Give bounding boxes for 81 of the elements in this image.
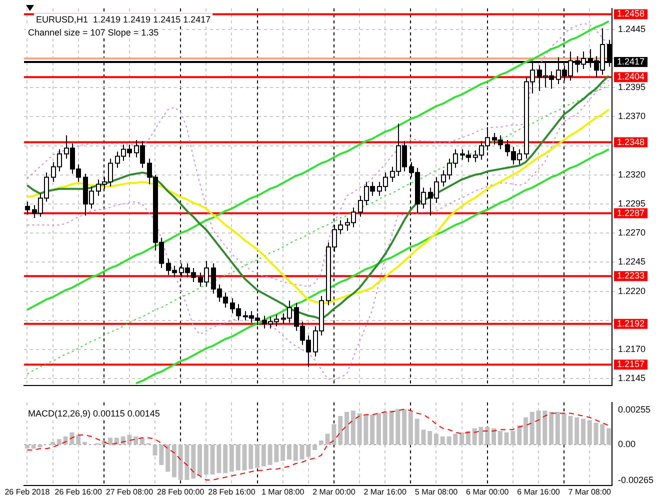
y-tick-label: 1.2445 (618, 24, 646, 34)
y-tick-label: 0.00 (618, 439, 636, 450)
bar (485, 426, 490, 445)
bar (350, 410, 356, 445)
bar (530, 412, 534, 445)
bar (229, 444, 234, 472)
bar (466, 430, 470, 445)
bar (338, 416, 343, 445)
x-tick-label: 28 Feb 16:00 (208, 487, 256, 496)
y-tick-label: 1.2270 (618, 228, 646, 238)
ref-line-label: 1.2287 (617, 208, 645, 218)
y-tick-label: 1.2370 (618, 111, 646, 122)
bar (255, 444, 260, 468)
x-tick-label: 2 Mar 00:00 (312, 487, 356, 496)
bar (140, 438, 144, 445)
bar (134, 436, 138, 445)
bar (318, 440, 324, 445)
bar (542, 410, 548, 445)
bar (606, 428, 612, 445)
bar (198, 444, 202, 476)
x-tick-label: 2 Mar 16:00 (364, 487, 407, 496)
bar (492, 428, 496, 445)
x-tick-label: 26 Feb 2018 (4, 487, 50, 496)
bar (172, 444, 176, 478)
bar (549, 412, 554, 445)
y-tick-label: 1.2170 (618, 344, 646, 354)
ref-line-label: 1.2404 (617, 72, 645, 82)
bar (517, 426, 522, 445)
bar (428, 430, 432, 445)
x-tick-label: 1 Mar 08:00 (261, 487, 305, 496)
bar (82, 442, 87, 445)
x-tick-label: 6 Mar 16:00 (517, 487, 560, 496)
y-tick-label: 1.2145 (618, 373, 646, 384)
y-tick-label: 1.2295 (618, 198, 646, 208)
bar (191, 444, 196, 479)
bar (287, 444, 292, 460)
ref-line-label: 1.2192 (617, 318, 645, 328)
x-tick-label: 6 Mar 00:00 (466, 487, 510, 496)
x-tick-label: 7 Mar 08:00 (568, 487, 612, 496)
bar (555, 412, 560, 445)
x-tick-label: 27 Feb 08:00 (106, 487, 154, 496)
ref-line-label: 1.2458 (617, 8, 645, 19)
y-tick-label: 1.2220 (618, 286, 646, 296)
bar (293, 444, 298, 461)
annotation: Channel size = 107 Slope = 1.35 (28, 27, 159, 38)
bar (344, 412, 349, 445)
bar (408, 412, 413, 445)
text: EURUSD,H1 1.2419 1.2419 1.2415 1.2417 (36, 14, 211, 24)
bar (574, 417, 580, 445)
x-tick-label: 5 Mar 08:00 (414, 487, 458, 496)
x-tick-label: 26 Feb 16:00 (54, 487, 102, 496)
bar (223, 444, 228, 474)
y-tick-label: 1.2245 (618, 256, 646, 267)
bar (261, 444, 266, 466)
line-series (26, 408, 610, 480)
ref-line-label: 1.2233 (617, 270, 645, 281)
bar (56, 439, 62, 445)
y-tick-label: 1.2395 (618, 82, 646, 92)
ref-line-label: 1.2157 (617, 359, 645, 370)
bar (24, 444, 30, 449)
bar (248, 444, 254, 470)
ref-line-label: 1.2417 (617, 56, 645, 66)
bar (236, 444, 240, 470)
bar (370, 414, 375, 445)
bar (440, 436, 445, 445)
bar (108, 438, 113, 445)
y-tick-label: 1.2320 (618, 169, 646, 180)
bar (581, 418, 586, 445)
bar (376, 413, 381, 445)
y-tick-label: 0.00255 (618, 404, 651, 414)
bar (166, 444, 170, 472)
x-tick-label: 28 Feb 00:00 (157, 487, 205, 496)
bar (242, 444, 247, 470)
text: MACD(12,26,9) 0.00115 0.00145 (28, 408, 160, 418)
bar (312, 444, 318, 450)
bar (402, 409, 407, 445)
bar (498, 430, 502, 445)
ref-line-label: 1.2348 (617, 136, 645, 147)
bar (396, 409, 400, 445)
bar (523, 417, 528, 445)
y-tick-label: -0.00265 (618, 475, 654, 486)
